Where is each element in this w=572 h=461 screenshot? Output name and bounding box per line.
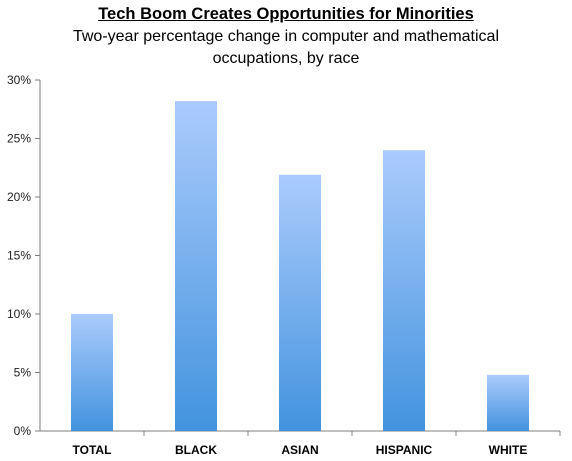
bar-total bbox=[71, 314, 113, 431]
x-tick-label: HISPANIC bbox=[376, 443, 433, 457]
y-tick-label: 15% bbox=[7, 249, 31, 263]
chart-subtitle: Two-year percentage change in computer a… bbox=[72, 28, 499, 67]
chart-title: Tech Boom Creates Opportunities for Mino… bbox=[98, 5, 474, 23]
y-tick-label: 25% bbox=[7, 132, 31, 146]
bar-black bbox=[175, 101, 217, 431]
y-tick-label: 20% bbox=[7, 190, 31, 204]
bar-asian bbox=[279, 174, 321, 431]
x-tick-label: WHITE bbox=[489, 443, 528, 457]
x-tick-label: BLACK bbox=[175, 443, 217, 457]
bar-white bbox=[487, 374, 529, 431]
x-tick-label: TOTAL bbox=[73, 443, 112, 457]
y-tick-label: 10% bbox=[7, 307, 31, 321]
y-tick-label: 0% bbox=[14, 424, 32, 438]
y-tick-label: 30% bbox=[7, 73, 31, 87]
y-tick-label: 5% bbox=[14, 366, 32, 380]
bar-hispanic bbox=[383, 150, 425, 431]
x-tick-label: ASIAN bbox=[281, 443, 318, 457]
